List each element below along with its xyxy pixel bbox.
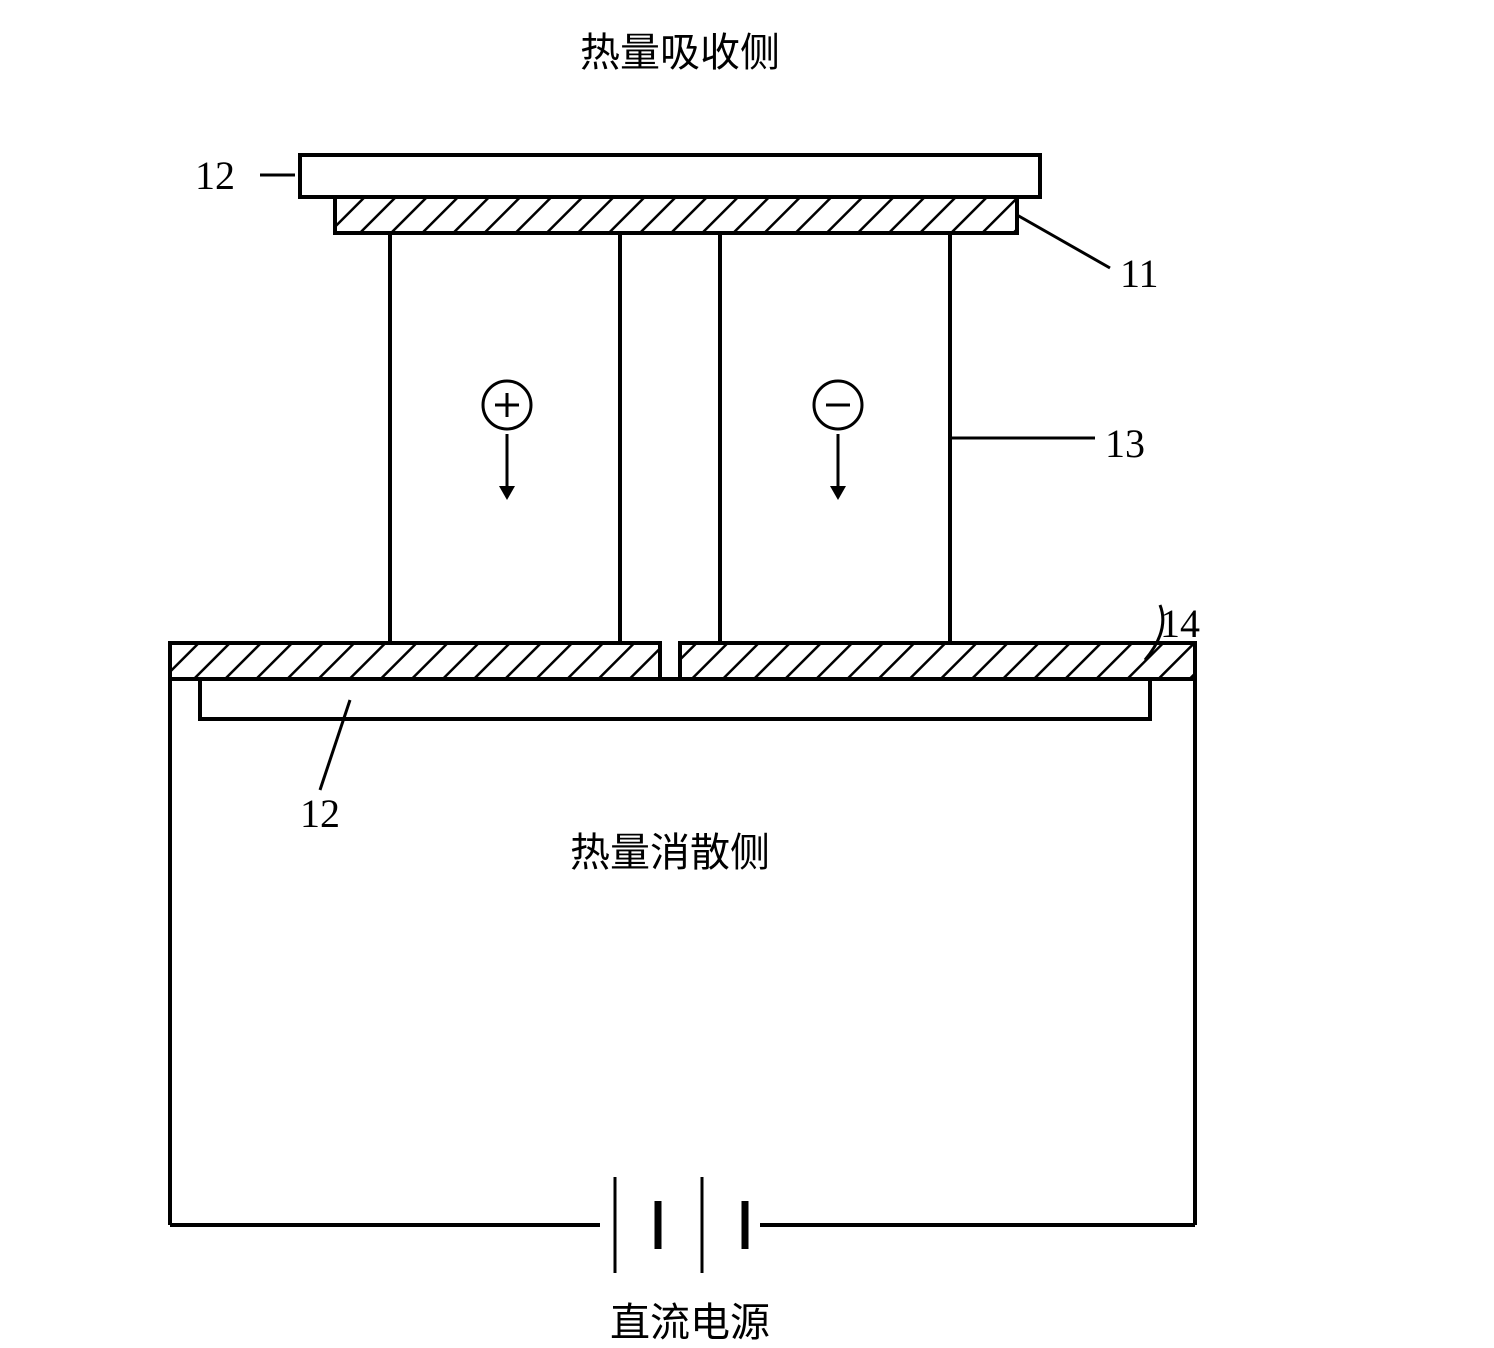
diagram-canvas: 热量吸收侧 热量消散侧 直流电源 12 11 13 14 12 p 型 n 型: [0, 0, 1494, 1346]
schematic-svg: [0, 0, 1494, 1346]
